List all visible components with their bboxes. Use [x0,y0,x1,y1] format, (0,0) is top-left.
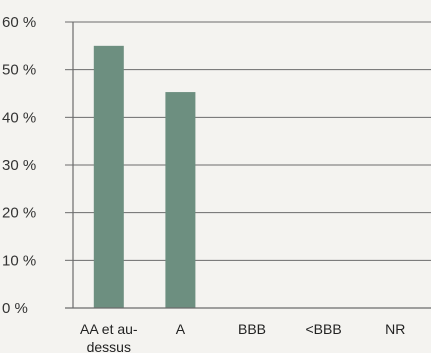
axes [65,22,431,309]
y-tick-label: 30 % [2,157,36,174]
x-tick-label: AA et au-dessus [80,321,138,353]
x-tick-label-line: AA et au- [80,321,138,337]
bar [165,92,196,308]
y-tick-label: 10 % [2,252,36,269]
x-tick-label: A [176,321,186,337]
bars [93,45,196,308]
y-axis-ticks: 0 % 10 % 20 % 30 % 40 % 50 % 60 % [2,14,73,317]
x-axis-labels: AA et au-dessus A BBB <BBB NR [80,321,405,353]
bar [93,45,124,308]
gridlines [73,21,431,261]
x-tick-label: <BBB [305,321,341,337]
x-tick-label-line: <BBB [305,321,341,337]
x-tick-label-line: BBB [238,321,266,337]
x-tick-label-line: A [176,321,186,337]
y-tick-label: 20 % [2,205,36,222]
x-tick-label-line: NR [385,321,405,337]
x-tick-label: BBB [238,321,266,337]
y-tick-label: 60 % [2,14,36,31]
x-tick-label: NR [385,321,405,337]
x-tick-label-line: dessus [87,339,131,353]
y-tick-label: 40 % [2,109,36,126]
y-tick-label: 0 % [2,300,28,317]
y-tick-label: 50 % [2,62,36,79]
